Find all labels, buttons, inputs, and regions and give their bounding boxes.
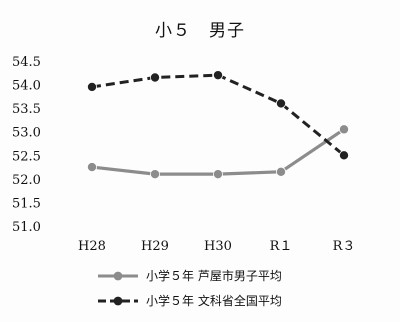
x-tick-label: R３ bbox=[333, 239, 356, 254]
legend-swatch-marker bbox=[113, 271, 123, 281]
series-line-1 bbox=[91, 128, 345, 176]
x-tick-label: H29 bbox=[141, 239, 169, 254]
data-point bbox=[212, 169, 223, 180]
x-tick-label: R１ bbox=[270, 239, 293, 254]
series-line-2 bbox=[91, 73, 345, 157]
y-tick-label: 51.5 bbox=[12, 196, 41, 211]
x-tick-label: H30 bbox=[204, 239, 232, 254]
y-tick-label: 51.0 bbox=[12, 220, 41, 235]
data-point bbox=[87, 81, 98, 92]
legend-label: 小学５年 文科省全国平均 bbox=[146, 293, 282, 308]
chart-title: 小５ 男子 bbox=[155, 21, 245, 41]
y-tick-label: 52.5 bbox=[12, 149, 41, 164]
y-tick-label: 53.0 bbox=[12, 126, 41, 141]
data-point bbox=[338, 150, 349, 161]
data-point bbox=[275, 166, 286, 177]
y-tick-label: 54.5 bbox=[12, 55, 41, 70]
data-point bbox=[212, 70, 223, 81]
data-point bbox=[275, 98, 286, 109]
data-point bbox=[149, 169, 160, 180]
y-tick-label: 52.0 bbox=[12, 173, 41, 188]
data-point bbox=[149, 72, 160, 83]
y-tick-label: 54.0 bbox=[12, 79, 41, 94]
data-point bbox=[338, 124, 349, 135]
x-tick-label: H28 bbox=[78, 239, 106, 254]
legend-label: 小学５年 芦屋市男子平均 bbox=[146, 268, 282, 283]
y-tick-label: 53.5 bbox=[12, 102, 41, 117]
legend-swatch-marker bbox=[113, 296, 123, 306]
data-point bbox=[87, 162, 98, 173]
